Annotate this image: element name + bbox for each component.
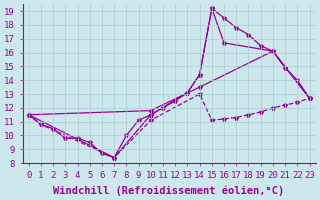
X-axis label: Windchill (Refroidissement éolien,°C): Windchill (Refroidissement éolien,°C) bbox=[53, 185, 285, 196]
